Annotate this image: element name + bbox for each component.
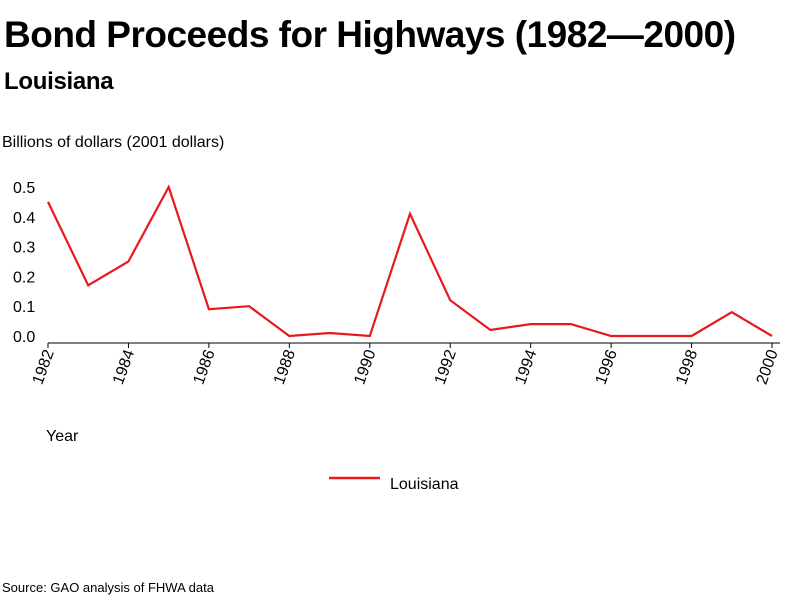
x-tick-label: 1994 xyxy=(512,347,540,386)
x-tick-label: 1984 xyxy=(110,347,138,386)
x-tick-label: 1992 xyxy=(432,347,460,386)
chart-subtitle: Louisiana xyxy=(4,68,114,95)
x-tick-label: 1986 xyxy=(190,347,218,386)
x-tick-label: 1982 xyxy=(30,347,58,386)
y-tick-label: 0.0 xyxy=(13,329,35,346)
x-tick-label: 1988 xyxy=(271,347,299,386)
x-tick-label: 1996 xyxy=(593,347,621,386)
x-axis-ticks: 1982 1984 1986 1988 1990 1992 1994 1996 1998 2000 xyxy=(30,343,782,387)
y-axis-label: Billions of dollars (2001 dollars) xyxy=(2,134,225,151)
y-tick-label: 0.5 xyxy=(13,180,35,197)
x-tick-label: 2000 xyxy=(754,347,782,386)
series-layer xyxy=(47,184,773,338)
y-tick-label: 0.1 xyxy=(13,299,35,316)
y-tick-label: 0.2 xyxy=(13,269,35,286)
y-axis-ticks: 0.0 0.1 0.2 0.3 0.4 0.5 xyxy=(13,180,35,346)
series-line-louisiana xyxy=(47,184,773,338)
x-tick-label: 1990 xyxy=(351,347,379,386)
legend: Louisiana xyxy=(329,476,459,493)
x-axis-label: Year xyxy=(46,428,79,445)
legend-label-louisiana: Louisiana xyxy=(390,476,459,493)
x-tick-label: 1998 xyxy=(673,347,701,386)
source-note: Source: GAO analysis of FHWA data xyxy=(2,580,214,595)
chart-title: Bond Proceeds for Highways (1982—2000) xyxy=(4,14,736,55)
y-tick-label: 0.4 xyxy=(13,210,35,227)
y-tick-label: 0.3 xyxy=(13,240,35,257)
